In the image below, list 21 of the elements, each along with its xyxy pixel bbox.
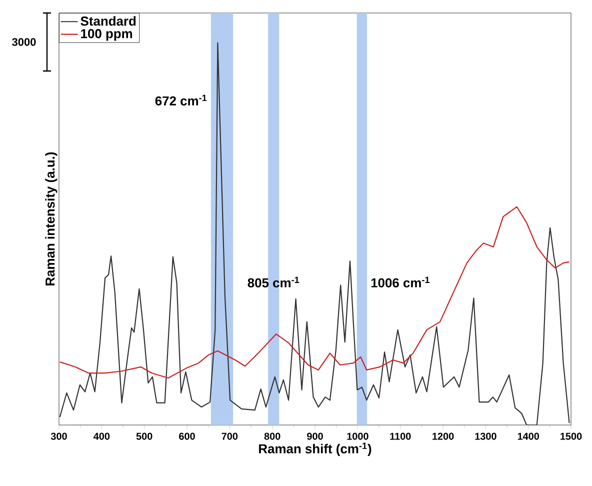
x-tick-label: 600 <box>179 432 195 440</box>
band-label: 672 cm$^{-1}$ <box>155 94 207 106</box>
band-label: 805 cm$^{-1}$ <box>248 276 300 288</box>
band-label: 1006 cm$^{-1}$ <box>371 276 430 288</box>
x-tick-label: 500 <box>136 432 152 440</box>
x-tick-label: 900 <box>307 432 323 440</box>
x-tick-label: 1500 <box>560 432 582 440</box>
text: 3000 <box>12 38 36 46</box>
x-tick-label: 400 <box>94 432 110 440</box>
x-tick-label: 1100 <box>390 432 411 440</box>
x-tick-label: 300 <box>50 432 67 440</box>
x-tick-label: 1400 <box>518 432 540 440</box>
x-tick-label: 1200 <box>432 432 454 440</box>
x-axis-title: Raman shift (cm$^{-1}$) <box>259 442 372 456</box>
x-tick-label: 1300 <box>475 432 496 440</box>
y-axis-title: Raman intensity (a.u.) <box>45 152 58 286</box>
x-tick-label: 800 <box>264 432 280 440</box>
legend-label: Standard <box>80 16 136 26</box>
x-tick-label: 1000 <box>347 432 368 440</box>
x-tick-label: 700 <box>222 432 238 440</box>
legend-label: 100 ppm <box>81 29 132 41</box>
